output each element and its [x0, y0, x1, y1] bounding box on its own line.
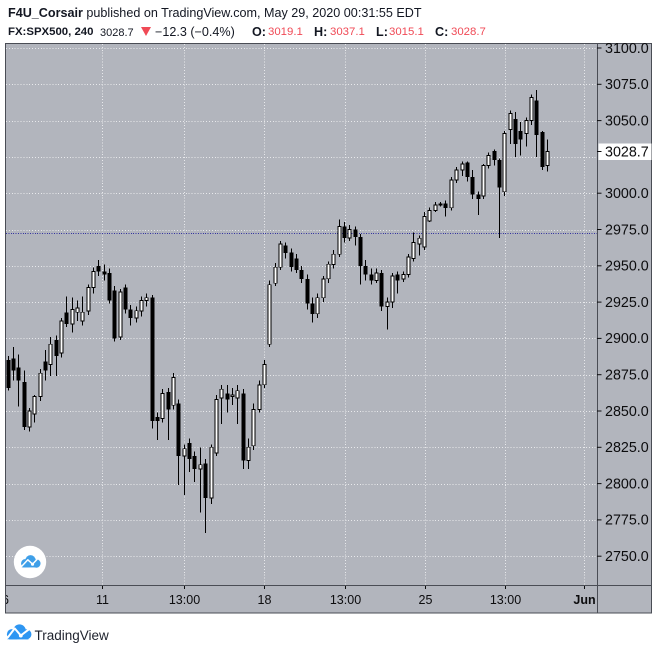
- svg-text:18: 18: [258, 593, 272, 607]
- svg-text:2825.0: 2825.0: [605, 440, 649, 456]
- svg-text:3050.0: 3050.0: [605, 113, 649, 129]
- svg-text:25: 25: [419, 593, 433, 607]
- svg-text:2800.0: 2800.0: [605, 476, 649, 492]
- svg-text:11: 11: [96, 593, 109, 607]
- svg-text:13:00: 13:00: [169, 593, 200, 607]
- svg-text:Jun: Jun: [573, 593, 595, 607]
- svg-text:2900.0: 2900.0: [605, 331, 649, 347]
- svg-text:2925.0: 2925.0: [605, 295, 649, 311]
- svg-text:3100.0: 3100.0: [605, 41, 649, 57]
- svg-text:TradingView: TradingView: [35, 628, 110, 643]
- svg-text:2875.0: 2875.0: [605, 368, 649, 384]
- svg-text:3028.7: 3028.7: [605, 144, 649, 160]
- svg-text:2750.0: 2750.0: [605, 549, 649, 565]
- svg-text:2775.0: 2775.0: [605, 513, 649, 529]
- svg-text:3000.0: 3000.0: [605, 186, 649, 202]
- svg-text:13:00: 13:00: [330, 593, 361, 607]
- svg-text:2975.0: 2975.0: [605, 222, 649, 238]
- svg-text:2950.0: 2950.0: [605, 259, 649, 275]
- svg-text:13:00: 13:00: [490, 593, 521, 607]
- svg-text:2850.0: 2850.0: [605, 404, 649, 420]
- svg-text:3075.0: 3075.0: [605, 77, 649, 93]
